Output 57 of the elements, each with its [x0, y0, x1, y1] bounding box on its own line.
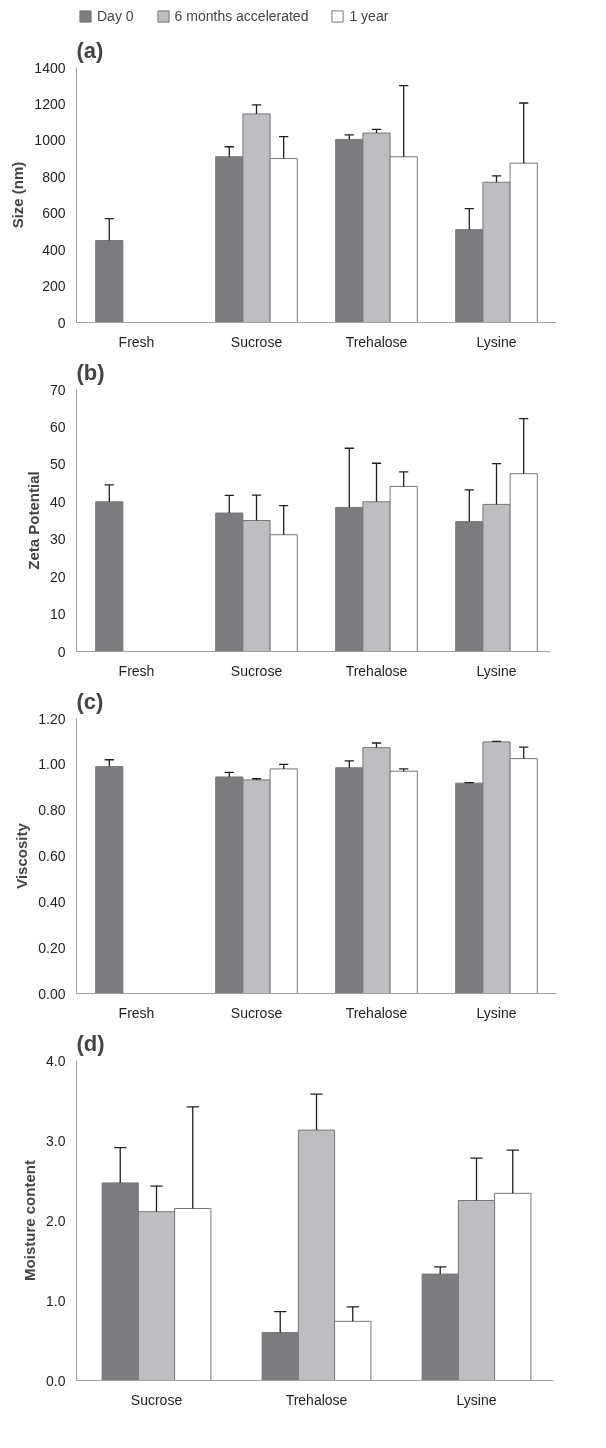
- x-tick-label: Trehalose: [345, 662, 408, 679]
- x-tick-label: Trehalose: [285, 1391, 348, 1408]
- y-axis-title: Zeta Potential: [24, 471, 42, 570]
- y-tick-label: 600: [42, 205, 66, 222]
- y-tick-label: 2.0: [46, 1212, 66, 1229]
- x-tick-label: Sucrose: [130, 1391, 183, 1408]
- y-tick-label: 1.0: [46, 1292, 66, 1309]
- y-tick-label: 10: [49, 606, 66, 623]
- y-tick-label: 40: [49, 493, 66, 510]
- chart-title: (d): [76, 1030, 105, 1056]
- x-tick-label: Sucrose: [230, 662, 283, 679]
- y-tick-label: 30: [49, 531, 66, 548]
- y-tick-label: 50: [49, 456, 66, 473]
- legend-label: 1 year: [349, 8, 389, 24]
- bar: [95, 240, 124, 323]
- x-tick-label: Fresh: [118, 662, 155, 679]
- x-tick-label: Lysine: [476, 333, 517, 350]
- legend-label: 6 months accelerated: [174, 8, 309, 24]
- bar: [95, 766, 124, 994]
- y-tick-label: 1.20: [38, 710, 66, 727]
- x-tick-label: Trehalose: [345, 1004, 408, 1021]
- x-tick-label: Fresh: [118, 333, 155, 350]
- y-tick-label: 3.0: [46, 1132, 66, 1149]
- x-tick-label: Lysine: [476, 662, 517, 679]
- y-axis-title: Moisture content: [21, 1160, 39, 1281]
- y-tick-label: 0: [57, 314, 66, 331]
- y-tick-label: 1400: [34, 59, 66, 76]
- y-tick-label: 0.20: [38, 939, 66, 956]
- y-tick-label: 0.60: [38, 848, 66, 864]
- x-tick-label: Fresh: [118, 1004, 155, 1021]
- y-tick-label: 1200: [34, 95, 66, 112]
- x-tick-label: Sucrose: [230, 333, 283, 350]
- chart-title: (a): [76, 37, 104, 63]
- bar: [95, 501, 124, 652]
- y-tick-label: 200: [42, 278, 66, 295]
- x-tick-label: Sucrose: [230, 1004, 283, 1021]
- chart-title: (b): [76, 359, 105, 385]
- x-tick-label: Trehalose: [345, 333, 408, 350]
- y-tick-label: 800: [42, 168, 66, 185]
- y-tick-label: 0.00: [38, 985, 66, 1002]
- y-axis-title: Viscosity: [13, 822, 31, 889]
- chart-title: (c): [76, 688, 104, 714]
- y-tick-label: 4.0: [46, 1052, 66, 1069]
- y-tick-label: 1000: [34, 132, 66, 149]
- x-tick-label: Lysine: [476, 1004, 517, 1021]
- y-tick-label: 1.00: [38, 756, 66, 773]
- y-tick-label: 70: [49, 381, 66, 398]
- y-tick-label: 60: [49, 418, 66, 435]
- x-tick-label: Lysine: [456, 1391, 497, 1408]
- y-tick-label: 0.0: [46, 1372, 66, 1389]
- legend-label: Day 0: [97, 8, 134, 24]
- y-axis-title: Size (nm): [9, 161, 27, 229]
- y-tick-label: 20: [49, 568, 66, 585]
- y-tick-label: 400: [42, 241, 66, 258]
- y-tick-label: 0.40: [38, 893, 66, 910]
- y-tick-label: 0.80: [38, 802, 66, 819]
- y-tick-label: 0: [57, 643, 66, 660]
